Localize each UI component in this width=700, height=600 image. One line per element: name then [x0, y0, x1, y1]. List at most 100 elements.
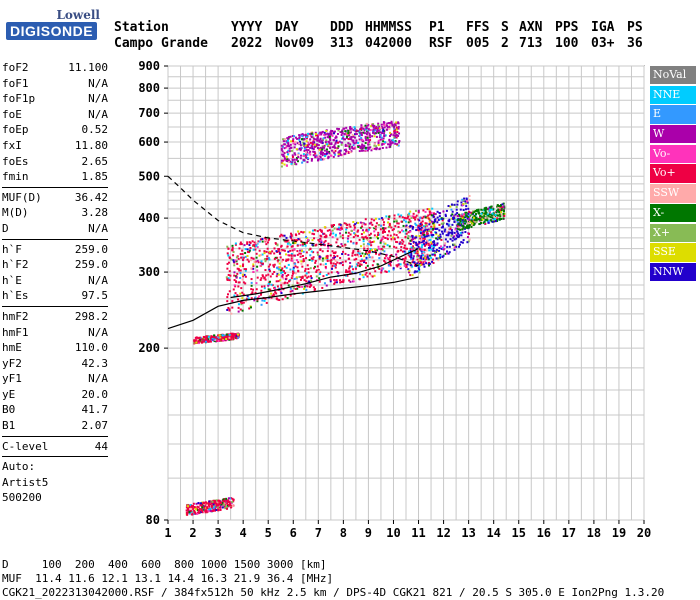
echo-point [334, 149, 337, 152]
echo-point [229, 337, 232, 340]
legend-item: Vo+ [650, 164, 696, 183]
x-tick-label: 1 [164, 526, 171, 540]
echo-point [381, 249, 384, 252]
param-value: 259.0 [74, 242, 108, 256]
echo-point [227, 306, 230, 309]
echo-point [305, 288, 308, 291]
echo-point [389, 131, 392, 134]
echo-point [357, 141, 360, 144]
echo-point [434, 228, 437, 231]
echo-point [345, 231, 348, 234]
echo-point [304, 144, 307, 147]
echo-point [366, 136, 369, 139]
echo-point [365, 139, 368, 142]
echo-point [383, 230, 386, 233]
echo-point [314, 259, 317, 262]
echo-point [403, 244, 406, 247]
echo-point [232, 338, 235, 341]
echo-point [215, 502, 218, 505]
param-row: yF2 42.3 [2, 356, 108, 372]
echo-point [470, 213, 473, 216]
echo-point [290, 254, 293, 257]
echo-point [296, 142, 299, 145]
echo-point [348, 270, 351, 273]
echo-point [392, 236, 395, 239]
echo-point [436, 242, 439, 245]
echo-point [326, 229, 329, 232]
echo-point [310, 279, 313, 282]
echo-point [339, 228, 342, 231]
echo-point [400, 214, 403, 217]
echo-point [470, 225, 473, 228]
echo-point [373, 135, 376, 138]
echo-point [395, 126, 398, 129]
echo-point [211, 502, 214, 505]
echo-point [409, 239, 412, 242]
echo-point [308, 248, 311, 251]
echo-point [332, 232, 335, 235]
echo-point [290, 245, 293, 248]
echo-point [198, 337, 201, 340]
echo-point [309, 134, 312, 137]
echo-point [275, 275, 278, 278]
echo-point [281, 267, 284, 270]
echo-point [314, 288, 317, 291]
echo-point [318, 255, 321, 258]
echo-point [386, 126, 389, 129]
echo-point [277, 267, 280, 270]
echo-point [287, 160, 290, 163]
echo-point [303, 285, 306, 288]
echo-point [305, 257, 308, 260]
header-row1-cell: PS [627, 20, 643, 35]
echo-point [462, 222, 465, 225]
echo-point [402, 258, 405, 261]
echo-point [298, 140, 301, 143]
echo-point [312, 141, 315, 144]
echo-point [358, 238, 361, 241]
echo-point [337, 151, 340, 154]
echo-point [324, 257, 327, 260]
echo-point [292, 268, 295, 271]
echo-point [457, 217, 460, 220]
echo-point [300, 260, 303, 263]
echo-point [499, 215, 502, 218]
echo-point [196, 512, 199, 515]
echo-point [502, 217, 505, 220]
echo-point [310, 284, 313, 287]
echo-point [358, 130, 361, 133]
echo-point [261, 253, 264, 256]
echo-point [370, 244, 373, 247]
echo-point [373, 132, 376, 135]
echo-point [213, 337, 216, 340]
echo-point [264, 269, 267, 272]
echo-point [276, 259, 279, 262]
echo-point [382, 223, 385, 226]
echo-point [446, 252, 449, 255]
echo-point [418, 268, 421, 271]
echo-point [365, 133, 368, 136]
x-tick-label: 17 [562, 526, 576, 540]
echo-point [379, 138, 382, 141]
echo-point [308, 143, 311, 146]
echo-point [221, 506, 224, 509]
echo-point [341, 234, 344, 237]
echo-point [377, 126, 380, 129]
echo-point [309, 247, 312, 250]
echo-point [290, 277, 293, 280]
echo-point [451, 239, 454, 242]
echo-point [300, 276, 303, 279]
echo-point [462, 213, 465, 216]
echo-point [408, 271, 411, 274]
echo-point [287, 254, 290, 257]
legend-item: NNW [650, 262, 696, 282]
echo-point [434, 254, 437, 257]
echo-point [321, 152, 324, 155]
echo-point [463, 227, 466, 230]
echo-point [432, 233, 435, 236]
echo-point [253, 241, 256, 244]
echo-point [362, 236, 365, 239]
echo-point [225, 497, 228, 500]
echo-point [318, 280, 321, 283]
echo-point [383, 135, 386, 138]
